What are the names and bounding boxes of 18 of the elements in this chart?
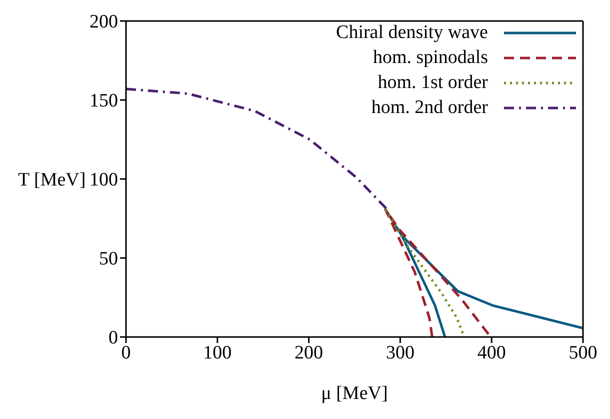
line-series <box>384 208 492 337</box>
x-tick-label: 400 <box>477 342 506 364</box>
x-tick-label: 0 <box>121 342 131 364</box>
x-tick-label: 300 <box>386 342 414 364</box>
legend-label: hom. spinodals <box>372 46 488 68</box>
legend-label: hom. 1st order <box>378 72 488 94</box>
y-tick-label: 200 <box>90 12 118 33</box>
y-axis-title: T [MeV] <box>18 170 86 191</box>
x-axis-title: μ [MeV] <box>321 383 388 404</box>
legend-label: Chiral density wave <box>336 22 488 44</box>
legend-label: hom. 2nd order <box>371 96 488 118</box>
x-tick-label: 100 <box>203 342 232 364</box>
x-tick-label: 500 <box>568 342 598 364</box>
y-tick-label: 150 <box>90 90 118 112</box>
y-tick-label: 100 <box>90 170 118 191</box>
y-tick-label: 50 <box>99 248 118 270</box>
y-tick-label: 0 <box>108 328 118 349</box>
x-tick-label: 200 <box>294 342 324 364</box>
